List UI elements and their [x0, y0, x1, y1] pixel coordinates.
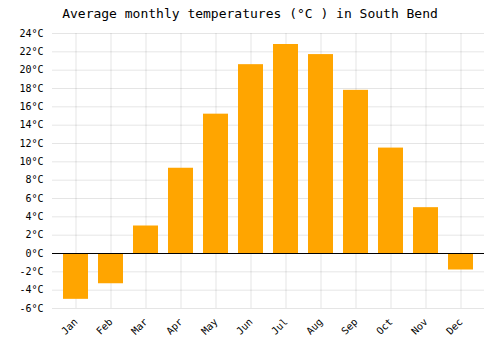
svg-text:16°C: 16°C	[19, 101, 43, 112]
svg-text:-4°C: -4°C	[19, 284, 43, 295]
svg-text:20°C: 20°C	[19, 64, 43, 75]
svg-text:Aug: Aug	[304, 316, 325, 337]
svg-text:12°C: 12°C	[19, 138, 43, 149]
svg-text:Dec: Dec	[444, 316, 465, 337]
svg-text:6°C: 6°C	[25, 193, 43, 204]
svg-text:2°C: 2°C	[25, 229, 43, 240]
svg-text:Nov: Nov	[409, 316, 430, 337]
svg-text:Mar: Mar	[129, 316, 150, 337]
svg-text:Oct: Oct	[374, 316, 395, 337]
svg-text:14°C: 14°C	[19, 119, 43, 130]
svg-text:May: May	[199, 316, 220, 337]
svg-text:Jun: Jun	[234, 316, 255, 337]
svg-text:Jul: Jul	[269, 316, 290, 337]
svg-text:24°C: 24°C	[19, 28, 43, 39]
svg-text:0°C: 0°C	[25, 248, 43, 259]
svg-text:18°C: 18°C	[19, 83, 43, 94]
svg-text:8°C: 8°C	[25, 174, 43, 185]
svg-text:-6°C: -6°C	[19, 303, 43, 314]
svg-text:22°C: 22°C	[19, 46, 43, 57]
svg-text:Sep: Sep	[339, 316, 360, 337]
svg-text:-2°C: -2°C	[19, 266, 43, 277]
svg-text:4°C: 4°C	[25, 211, 43, 222]
html-text:Average monthly temperatures (: Average monthly temperatures (°C ) in So…	[62, 6, 438, 21]
svg-text:Feb: Feb	[94, 316, 115, 337]
svg-text:Jan: Jan	[59, 316, 80, 337]
svg-text:Apr: Apr	[164, 316, 185, 337]
svg-text:10°C: 10°C	[19, 156, 43, 167]
